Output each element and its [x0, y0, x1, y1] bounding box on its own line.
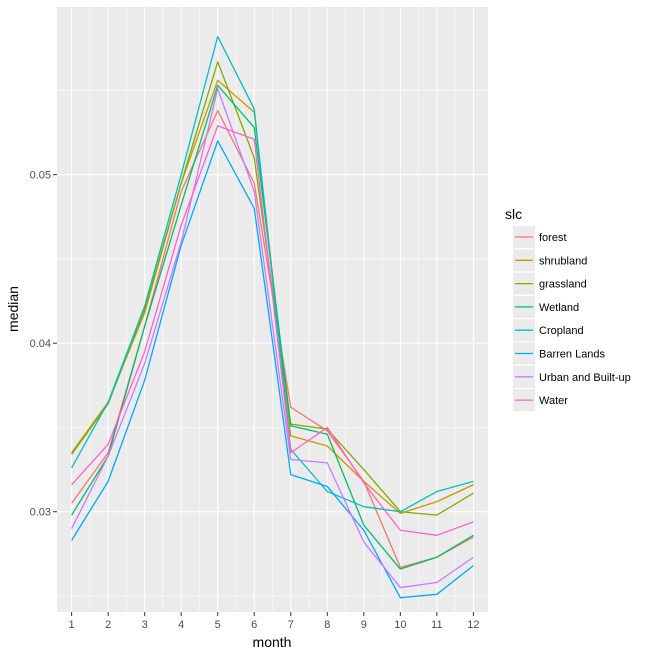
x-tick-label: 9 — [361, 619, 367, 631]
series-line-barren-lands — [71, 140, 474, 599]
grid-lines — [57, 7, 488, 612]
legend-label: Urban and Built-up — [539, 372, 631, 384]
legend-label: grassland — [539, 279, 587, 291]
y-tick-label: 0.03 — [30, 507, 51, 519]
x-tick-label: 10 — [394, 619, 406, 631]
y-axis: 0.03 0.04 0.05 — [30, 170, 57, 519]
series-line-water — [71, 125, 474, 536]
legend-title: slc — [505, 206, 522, 222]
x-tick-label: 8 — [324, 619, 330, 631]
x-tick-label: 1 — [69, 619, 75, 631]
series-line-cropland — [71, 35, 474, 513]
legend-label: Barren Lands — [539, 349, 606, 361]
legend-label: shrubland — [539, 255, 587, 267]
x-tick-label: 4 — [178, 619, 184, 631]
legend-label: Water — [539, 395, 568, 407]
x-axis: 1 2 3 4 5 6 7 8 9 10 11 12 — [69, 612, 480, 631]
x-tick-label: 12 — [467, 619, 479, 631]
y-tick-label: 0.04 — [30, 338, 51, 350]
x-tick-label: 11 — [431, 619, 442, 631]
legend-label: Cropland — [539, 325, 584, 337]
x-tick-label: 7 — [288, 619, 294, 631]
x-tick-label: 2 — [105, 619, 111, 631]
x-axis-title: month — [253, 634, 292, 650]
x-tick-label: 5 — [215, 619, 221, 631]
y-tick-label: 0.05 — [30, 170, 51, 182]
x-tick-label: 3 — [142, 619, 148, 631]
legend-label: forest — [539, 232, 567, 244]
legend-label: Wetland — [539, 302, 579, 314]
y-axis-title: median — [5, 286, 21, 332]
x-tick-label: 6 — [251, 619, 257, 631]
legend: slc forest shrubland grassland Wetland Cropl… — [505, 206, 631, 412]
series-lines — [71, 35, 474, 599]
series-line-urban-and-built-up — [71, 88, 474, 589]
